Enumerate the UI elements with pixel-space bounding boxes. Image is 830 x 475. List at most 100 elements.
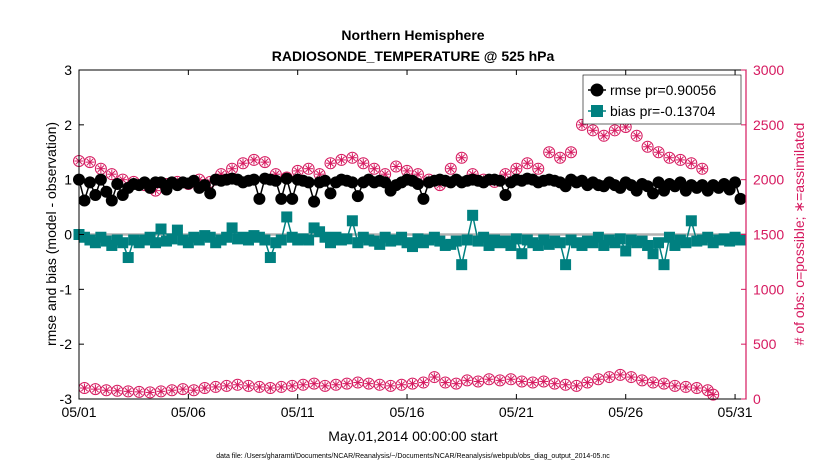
rmse-point [286, 192, 299, 205]
obs-assimilated-point [626, 372, 636, 382]
obs-possible-point [674, 153, 687, 166]
obs-assimilated-point [325, 158, 335, 168]
obs-assimilated-point [200, 383, 210, 393]
bias-point [685, 215, 697, 227]
obs-assimilated-point [572, 381, 582, 391]
rmse-point [204, 187, 217, 200]
obs-assimilated-point [506, 374, 516, 384]
obs-assimilated-point [287, 381, 297, 391]
y-tick-label-right: 1500 [753, 227, 784, 243]
obs-possible-point [696, 162, 709, 175]
obs-assimilated-point [358, 158, 368, 168]
bias-point [117, 237, 129, 249]
obs-possible-point [570, 379, 583, 392]
obs-possible-point [521, 157, 534, 170]
rmse-point [302, 176, 315, 189]
y-tick-label-left: 3 [64, 62, 72, 78]
obs-assimilated-point [145, 387, 155, 397]
obs-possible-point [357, 157, 370, 170]
obs-possible-point [368, 162, 381, 175]
obs-assimilated-point [703, 385, 713, 395]
obs-possible-point [597, 129, 610, 142]
obs-assimilated-point [260, 157, 270, 167]
y-tick-label-right: 3000 [753, 62, 784, 78]
legend-box [582, 74, 742, 125]
x-tick-label: 05/11 [281, 404, 315, 420]
bias-point [450, 235, 462, 247]
obs-assimilated-point [265, 383, 275, 393]
y-tick-label-left: 2 [64, 117, 72, 133]
obs-assimilated-point [167, 385, 177, 395]
obs-assimilated-point [222, 381, 232, 391]
obs-assimilated-point [440, 378, 450, 388]
obs-assimilated-point [112, 386, 122, 396]
x-tick-label: 05/31 [718, 404, 753, 420]
obs-assimilated-point [418, 378, 428, 388]
bias-point [341, 233, 353, 245]
obs-possible-point [455, 151, 468, 164]
bias-point [264, 252, 276, 264]
bias-point [407, 241, 418, 253]
obs-assimilated-point [189, 385, 199, 395]
rmse-point [351, 190, 364, 203]
obs-assimilated-point [643, 142, 653, 152]
obs-assimilated-point [664, 153, 674, 163]
legend: rmse pr=0.90056 bias pr=-0.13704 [582, 74, 742, 125]
y-tick-label-left: -1 [60, 281, 73, 297]
y-tick-label-left: -3 [60, 391, 73, 407]
obs-assimilated-point [610, 125, 620, 135]
obs-assimilated-point [243, 381, 253, 391]
legend-rmse-marker [590, 83, 604, 97]
obs-possible-point [652, 146, 665, 159]
bias-point [281, 211, 293, 223]
chart-title: Northern Hemisphere [341, 27, 484, 43]
bias-point [735, 234, 747, 246]
rmse-point [308, 195, 321, 208]
rmse-point [734, 192, 747, 205]
obs-possible-point [685, 157, 698, 170]
obs-assimilated-point [604, 372, 614, 382]
rmse-point [493, 174, 506, 187]
bias-point [226, 222, 238, 234]
bias-point [346, 215, 358, 227]
obs-assimilated-point [320, 381, 330, 391]
legend-bias-label: bias pr=-0.13704 [610, 103, 716, 119]
obs-possible-point [428, 371, 441, 384]
obs-assimilated-point [697, 164, 707, 174]
bias-point [658, 259, 670, 271]
rmse-point [83, 176, 96, 189]
bias-point [510, 233, 522, 245]
y-axis-label-right: # of obs: o=possible; ∗=assimilated [791, 123, 807, 346]
y-tick-label-right: 2500 [753, 117, 784, 133]
bias-point [653, 237, 665, 249]
bias-point [614, 233, 626, 245]
obs-possible-point [554, 151, 567, 164]
rmse-point [269, 174, 282, 187]
obs-assimilated-point [555, 153, 565, 163]
obs-assimilated-point [85, 157, 95, 167]
obs-assimilated-point [582, 378, 592, 388]
bias-point [560, 259, 572, 271]
obs-assimilated-point [561, 380, 571, 390]
obs-assimilated-point [654, 147, 664, 157]
rmse-point [499, 189, 512, 202]
obs-assimilated-point [134, 387, 144, 397]
obs-assimilated-point [364, 379, 374, 389]
chart-subtitle: RADIOSONDE_TEMPERATURE @ 525 hPa [272, 48, 555, 64]
obs-possible-point [543, 146, 556, 159]
obs-assimilated-point [96, 164, 106, 174]
bias-point [374, 238, 386, 250]
obs-assimilated-point [178, 384, 188, 394]
obs-assimilated-point [495, 375, 505, 385]
obs-assimilated-point [249, 155, 259, 165]
rmse-point [111, 178, 124, 191]
obs-possible-point [258, 156, 271, 169]
obs-assimilated-point [462, 375, 472, 385]
obs-assimilated-point [353, 378, 363, 388]
obs-possible-point [581, 376, 594, 389]
obs-assimilated-point [156, 386, 166, 396]
bias-point [166, 233, 178, 245]
y-tick-label-left: -2 [60, 336, 73, 352]
rmse-point [319, 174, 332, 187]
obs-assimilated-point [233, 380, 243, 390]
